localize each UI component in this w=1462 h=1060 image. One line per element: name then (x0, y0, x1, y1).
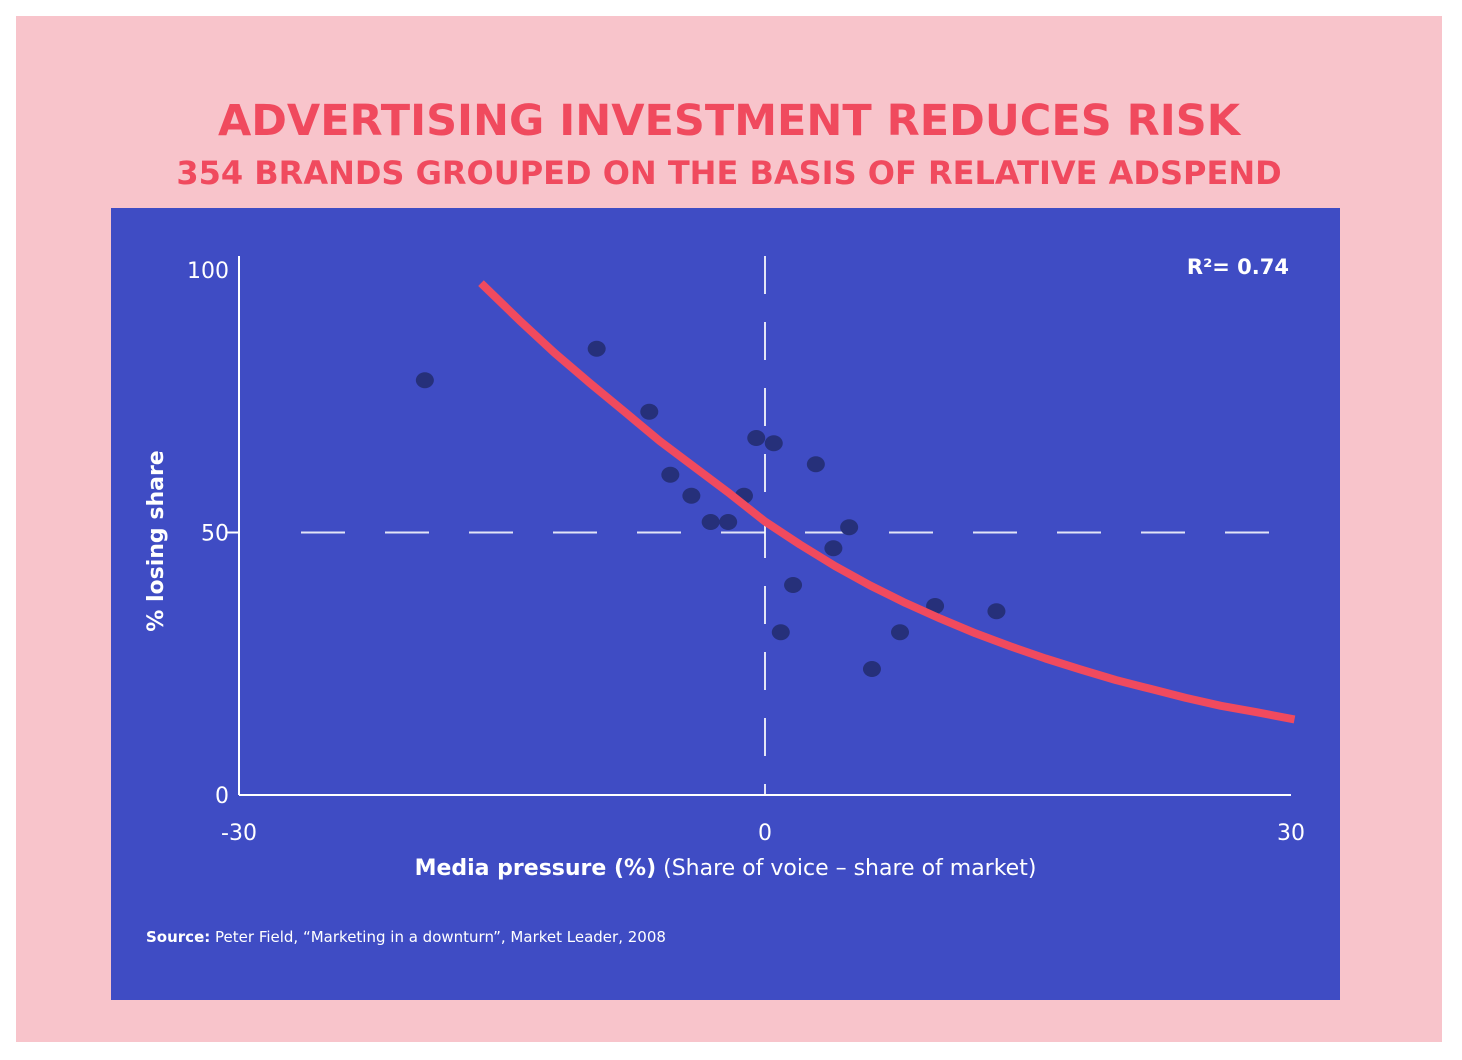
data-point-15 (862, 661, 881, 677)
reference-lines (301, 256, 1283, 795)
chart-title: ADVERTISING INVESTMENT REDUCES RISK (217, 96, 1241, 146)
x-tick-label-30: 30 (1277, 821, 1305, 846)
fit-curve-group (478, 280, 1296, 724)
source-text: Peter Field, “Marketing in a downturn”, … (215, 928, 666, 946)
chart-subtitle: 354 BRANDS GROUPED ON THE BASIS OF RELAT… (176, 154, 1282, 192)
data-point-8 (747, 430, 766, 446)
data-point-9 (764, 435, 783, 452)
x-axis-label-rest: (Share of voice – share of market) (656, 856, 1037, 881)
tick-labels: 0 50 100 -30 0 30 (187, 259, 1305, 846)
data-point-2 (640, 403, 659, 420)
source-label: Source: (146, 928, 211, 946)
data-point-3 (661, 466, 680, 483)
x-tick-label--30: -30 (221, 821, 257, 846)
data-point-1 (587, 340, 606, 357)
x-axis-label: Media pressure (%) (Share of voice – sha… (111, 856, 1340, 881)
y-axis-label: % losing share (144, 450, 169, 631)
data-point-4 (682, 487, 701, 504)
source-note: Source: Peter Field, “Marketing in a dow… (146, 928, 666, 946)
data-point-18 (987, 603, 1006, 620)
y-tick-label-100: 100 (187, 259, 229, 284)
data-point-6 (719, 514, 738, 530)
scatter-plot: 0 50 100 -30 0 30 % losing share R²= 0.74 (144, 255, 1305, 846)
data-point-11 (784, 577, 803, 593)
data-point-13 (824, 540, 843, 557)
data-point-12 (806, 456, 825, 473)
r-squared-label: R²= 0.74 (1187, 255, 1289, 279)
data-point-14 (840, 519, 859, 536)
data-point-16 (891, 624, 910, 641)
plot-area-container: 0 50 100 -30 0 30 % losing share R²= 0.74 Med… (111, 208, 1340, 1000)
x-tick-label-0: 0 (758, 821, 772, 846)
data-point-0 (415, 372, 434, 389)
data-points (415, 340, 1006, 677)
y-tick-label-50: 50 (201, 522, 229, 547)
fit-curve (478, 280, 1296, 724)
data-point-5 (701, 514, 720, 530)
data-point-10 (771, 624, 790, 641)
chart-panel: ADVERTISING INVESTMENT REDUCES RISK 354 … (16, 16, 1442, 1042)
x-axis-label-bold: Media pressure (%) (414, 856, 657, 881)
axes (227, 256, 1291, 796)
y-tick-label-0: 0 (215, 784, 229, 809)
